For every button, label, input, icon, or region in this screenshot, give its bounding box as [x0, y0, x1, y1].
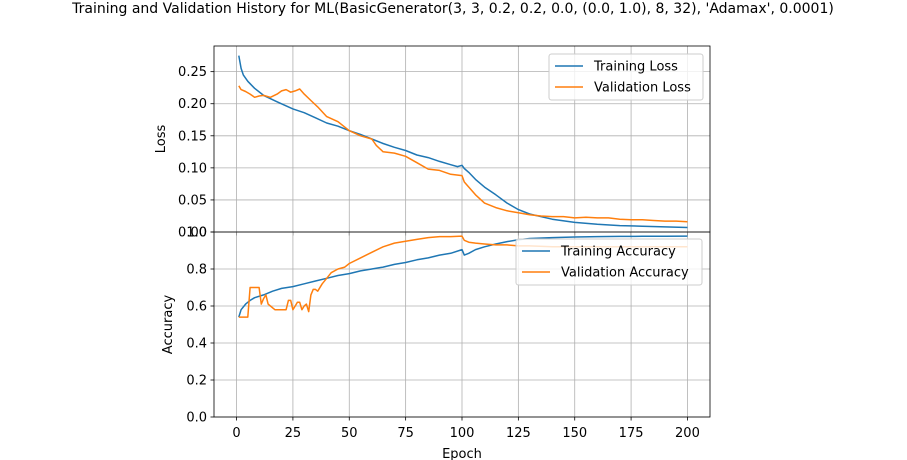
- accuracy-ytick-label: 0.4: [186, 337, 207, 352]
- loss-ytick-label: 0.00: [178, 226, 207, 241]
- accuracy-ytick-label: 0.6: [186, 300, 207, 315]
- validation-accuracy-legend-label: Validation Accuracy: [561, 266, 689, 281]
- accuracy-ytick-label: 0.2: [186, 374, 207, 389]
- accuracy-xtick-label: 150: [562, 426, 587, 441]
- accuracy-xtick-label: 75: [397, 426, 414, 441]
- accuracy-xtick-label: 25: [285, 426, 302, 441]
- accuracy-ytick-label: 1.0: [186, 226, 207, 241]
- loss-plot: 0.00 0.05 0.10 0.15 0.20 0.25 Loss Training Los…: [154, 45, 711, 241]
- validation-accuracy-line: [238, 235, 688, 318]
- validation-loss-legend-label: Validation Loss: [594, 81, 691, 96]
- accuracy-xtick-label: 50: [341, 426, 358, 441]
- accuracy-plot: 0.0 0.2 0.4 0.6 0.8 1.0 0 25 50 75 100 125 150 175 200…: [161, 226, 711, 460]
- loss-ylabel: Loss: [154, 125, 169, 154]
- accuracy-xtick-label: 175: [619, 426, 644, 441]
- loss-ytick-label: 0.25: [178, 65, 207, 80]
- accuracy-legend: [515, 238, 703, 286]
- accuracy-ytick-label: 0.8: [186, 263, 207, 278]
- validation-loss-line: [238, 85, 688, 223]
- accuracy-xlabel: Epoch: [442, 447, 482, 460]
- training-accuracy-legend-label: Training Accuracy: [560, 245, 676, 260]
- loss-ytick-label: 0.10: [178, 161, 207, 176]
- accuracy-xtick-label: 200: [675, 426, 700, 441]
- training-loss-line: [238, 55, 688, 229]
- loss-legend: [548, 53, 704, 101]
- loss-ytick-label: 0.20: [178, 97, 207, 112]
- accuracy-ylabel: Accuracy: [161, 295, 176, 355]
- accuracy-xtick-label: 100: [450, 426, 475, 441]
- accuracy-xtick-label: 125: [506, 426, 531, 441]
- figure-title: Training and Validation History for ML(B…: [71, 1, 834, 17]
- loss-ytick-label: 0.05: [178, 193, 207, 208]
- accuracy-xtick-label: 0: [232, 426, 240, 441]
- training-loss-legend-label: Training Loss: [593, 60, 678, 75]
- training-accuracy-line: [238, 235, 688, 318]
- loss-ytick-label: 0.15: [178, 129, 207, 144]
- accuracy-ytick-label: 0.0: [186, 411, 207, 426]
